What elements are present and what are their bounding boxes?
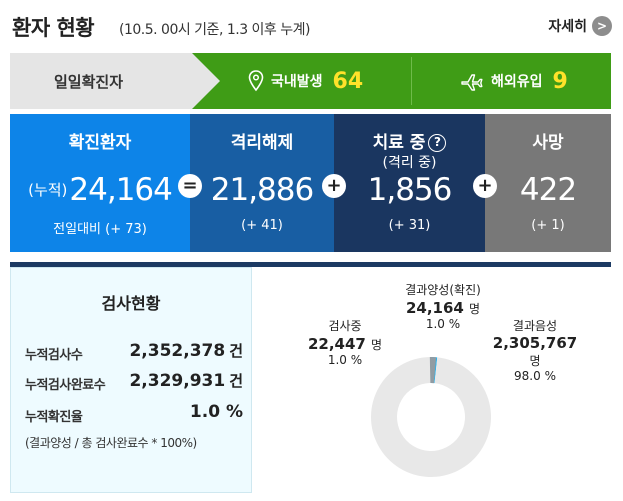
test-row: 누적검사완료수 2,329,931 건 [25, 371, 243, 393]
positive-unit: 명 [468, 302, 481, 316]
confirmed-delta: 전일대비 (+ 73) [53, 222, 147, 237]
page-title: 환자 현황 [12, 16, 95, 40]
positive-label: 결과양성(확진) [405, 283, 481, 297]
map-pin-icon [248, 70, 264, 92]
header: 환자 현황 (10.5. 00시 기준, 1.3 이후 누계) 자세히 > [12, 10, 612, 44]
test-row-value: 2,329,931 건 [129, 371, 243, 391]
stat-deaths: 사망 422 (+ 1) [485, 114, 611, 252]
test-row: 누적확진율 1.0 % [25, 402, 243, 425]
test-title: 검사현황 [101, 294, 161, 313]
confirmed-value-row: (누적)24,164 [10, 172, 190, 208]
stat-released: 격리해제 21,886 (+ 41) [190, 114, 334, 252]
test-status-panel: 검사현황 누적검사수 2,352,378 건 누적검사완료수 2,329,931 건… [10, 267, 252, 493]
donut-slice-1 [370, 357, 491, 478]
treatment-label-row: 치료 중? [334, 128, 485, 153]
patient-stats: 확진환자 (누적)24,164 전일대비 (+ 73) 격리해제 21,886 … [10, 114, 611, 252]
released-delta: (+ 41) [241, 218, 283, 233]
test-row-value: 1.0 % [189, 402, 243, 422]
daily-confirmed-bar: 일일확진자 국내발생 64 해외유입 9 [10, 53, 611, 109]
airplane-icon [461, 74, 483, 91]
test-row-value: 2,352,378 건 [129, 341, 243, 361]
donut-slice-2 [429, 357, 437, 384]
equals-icon: = [178, 174, 202, 198]
negative-value: 2,305,767 [492, 334, 578, 352]
confirmed-value: 24,164 [69, 172, 172, 208]
testing-percent: 1.0 % [327, 353, 363, 367]
treatment-value: 1,856 [367, 172, 453, 208]
overseas-label: 해외유입 [491, 74, 543, 90]
test-note: (결과양성 / 총 검사완료수 * 100%) [25, 436, 197, 450]
negative-unit: 명 [529, 354, 541, 368]
page-subtitle: (10.5. 00시 기준, 1.3 이후 누계) [119, 22, 311, 38]
test-row-label: 누적검사완료수 [25, 378, 106, 393]
test-result-chart: 결과양성(확진) 24,164 명 1.0 % 검사중 22,447 명 1.0… [252, 267, 611, 493]
daily-label-box: 일일확진자 [10, 53, 220, 109]
daily-label: 일일확진자 [54, 73, 124, 91]
section-divider [10, 262, 611, 267]
chevron-right-icon: > [592, 16, 612, 36]
negative-label: 결과음성 [512, 319, 558, 333]
plus-icon: + [322, 174, 346, 198]
domestic-value: 64 [332, 68, 364, 94]
plus-icon: + [473, 174, 497, 198]
test-section: 검사현황 누적검사수 2,352,378 건 누적검사완료수 2,329,931 건… [10, 267, 611, 493]
testing-label: 검사중 [328, 319, 362, 333]
help-icon[interactable]: ? [428, 134, 447, 152]
positive-value: 24,164 [405, 299, 464, 317]
test-row-label: 누적검사수 [25, 348, 83, 363]
positive-percent: 1.0 % [425, 317, 461, 331]
more-label: 자세히 [548, 19, 587, 35]
released-value: 21,886 [210, 172, 314, 208]
positive-label-group: 결과양성(확진) 24,164 명 1.0 % [388, 281, 498, 331]
treatment-label: 치료 중 [372, 133, 426, 153]
deaths-value: 422 [519, 172, 577, 208]
test-row-label: 누적확진율 [25, 410, 83, 425]
negative-percent: 98.0 % [514, 369, 556, 383]
domestic-cases: 국내발생 64 [248, 53, 363, 109]
test-row: 누적검사수 2,352,378 건 [25, 341, 243, 363]
testing-unit: 명 [370, 338, 383, 352]
donut-chart [370, 357, 491, 478]
confirmed-prefix: (누적) [28, 181, 68, 199]
deaths-label: 사망 [532, 133, 564, 153]
released-label: 격리해제 [230, 133, 294, 153]
deaths-delta: (+ 1) [531, 218, 565, 233]
treatment-delta: (+ 31) [388, 218, 431, 233]
testing-value: 22,447 [307, 335, 366, 353]
confirmed-label: 확진환자 [68, 133, 132, 153]
domestic-label: 국내발생 [271, 74, 323, 90]
negative-label-group: 결과음성 2,305,767 명 98.0 % [480, 317, 590, 383]
more-button[interactable]: 자세히 > [548, 16, 612, 36]
overseas-value: 9 [552, 68, 568, 94]
treatment-sublabel: (격리 중) [382, 155, 437, 171]
stat-treatment: 치료 중? (격리 중) 1,856 (+ 31) [334, 114, 485, 252]
overseas-cases: 해외유입 9 [460, 53, 568, 109]
daily-divider [411, 57, 412, 105]
testing-label-group: 검사중 22,447 명 1.0 % [300, 317, 390, 367]
stat-confirmed: 확진환자 (누적)24,164 전일대비 (+ 73) [10, 114, 190, 252]
